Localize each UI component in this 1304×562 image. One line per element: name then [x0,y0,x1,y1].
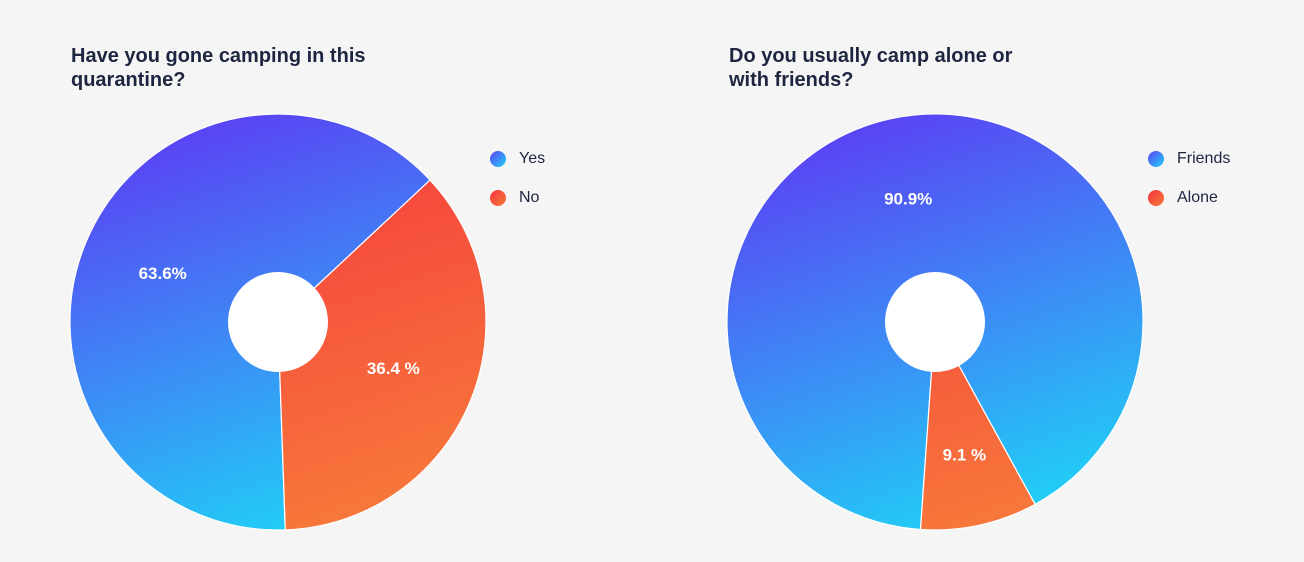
legend-item-no[interactable]: No [490,187,545,209]
legend-label: No [519,189,540,206]
legend-item-friends[interactable]: Friends [1148,148,1230,170]
donut-hole [885,272,985,372]
legend: Yes No [490,148,545,226]
chart-title: Have you gone camping in this quarantine… [71,45,366,91]
chart-title: Do you usually camp alone or with friend… [729,45,1013,91]
legend-item-alone[interactable]: Alone [1148,187,1230,209]
donut-hole [228,272,328,372]
legend-label: Yes [519,150,546,167]
pie-chart: 90.9% 9.1 % [726,113,1144,531]
slice-value-label: 90.9% [884,190,932,209]
legend: Friends Alone [1148,148,1230,226]
pie-slice-alone[interactable] [919,319,1036,531]
legend-label: Friends [1177,150,1231,167]
legend-dot-icon [1148,190,1164,206]
legend-dot-icon [1148,151,1164,167]
legend-item-yes[interactable]: Yes [490,148,545,170]
pie-slice-no[interactable] [277,179,487,531]
legend-dot-icon [490,190,506,206]
chart-panel-camping-quarantine: Have you gone camping in this quarantine… [69,45,545,531]
slice-value-label: 63.6% [139,264,187,283]
slice-value-label: 9.1 % [943,446,986,465]
chart-panel-camp-company: Do you usually camp alone or with friend… [652,0,1304,562]
slice-value-label: 36.4 % [367,359,420,378]
pie-chart: 63.6% 36.4 % [69,113,487,531]
legend-label: Alone [1177,189,1218,206]
legend-dot-icon [490,151,506,167]
